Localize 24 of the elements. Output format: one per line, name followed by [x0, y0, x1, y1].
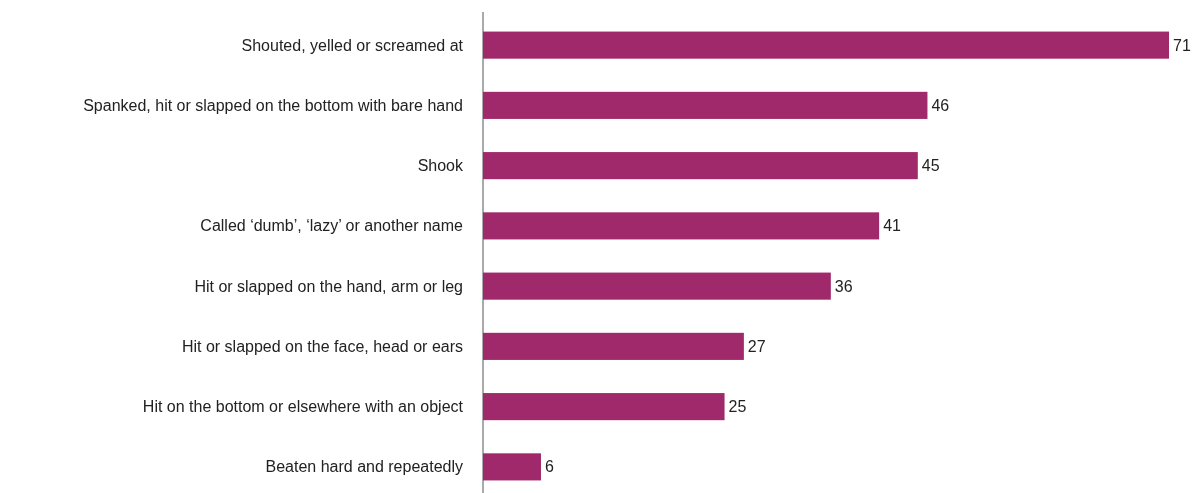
y-tick-label: Shook	[417, 157, 464, 175]
data-label: 41	[883, 217, 902, 235]
data-label: 71	[1173, 36, 1191, 54]
bar	[483, 453, 541, 481]
y-tick-label: Hit on the bottom or elsewhere with an object	[142, 398, 464, 416]
y-tick-label: Hit or slapped on the face, head or ears	[181, 337, 463, 355]
y-tick-label: Spanked, hit or slapped on the bottom with bare hand	[83, 96, 463, 114]
y-tick-label: Beaten hard and repeatedly	[265, 458, 463, 476]
y-tick-label: Hit or slapped on the hand, arm or leg	[194, 277, 463, 295]
bar	[483, 31, 1169, 59]
bar	[483, 332, 744, 360]
y-tick-label: Called ‘dumb’, ‘lazy’ or another name	[200, 217, 464, 235]
bar	[483, 272, 831, 300]
data-label: 36	[834, 277, 853, 295]
bar	[483, 212, 880, 240]
data-label: 6	[544, 458, 554, 476]
data-label: 27	[747, 337, 766, 355]
bar	[483, 91, 928, 119]
y-tick-label: Shouted, yelled or screamed at	[241, 36, 464, 54]
bar	[483, 152, 918, 180]
data-label: 25	[728, 398, 747, 416]
data-label: 45	[921, 157, 940, 175]
bar	[483, 393, 725, 421]
data-label: 46	[931, 96, 950, 114]
